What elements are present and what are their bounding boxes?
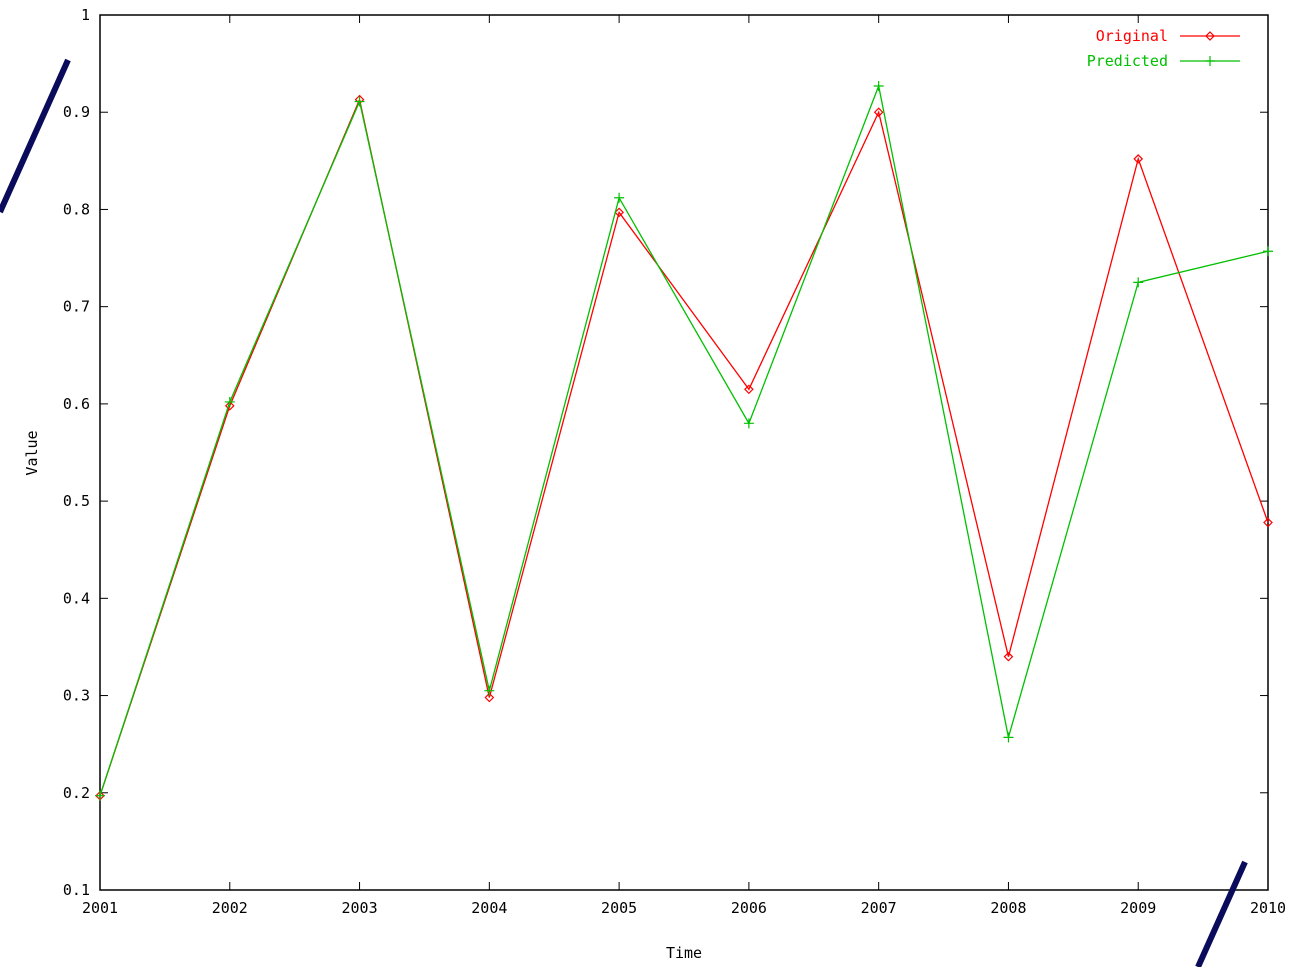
data-point-original (484, 692, 495, 703)
series-original (95, 94, 1273, 801)
data-point-original (614, 207, 624, 218)
legend-label-original: Original (1096, 27, 1168, 45)
x-axis-label: Time (666, 944, 702, 962)
x-tick-label: 2006 (731, 899, 767, 917)
x-tick-label: 2004 (471, 899, 507, 917)
x-tick-label: 2002 (212, 899, 248, 917)
x-tick-label: 2007 (861, 899, 897, 917)
x-axis: 2001 2002 2003 2004 2005 2006 2007 2008 2009 2010 (82, 15, 1286, 917)
decorative-stroke-bottom-right (1195, 860, 1248, 967)
series-layer (95, 80, 1273, 801)
data-point-original (873, 107, 884, 118)
data-point-predicted (743, 418, 754, 429)
y-tick-label: 0.5 (63, 492, 90, 510)
y-tick-label: 0.4 (63, 589, 90, 607)
data-point-predicted (614, 192, 625, 203)
series-line-original (99, 97, 1269, 796)
y-tick-label: 0.7 (63, 298, 90, 316)
data-point-predicted (224, 396, 235, 407)
data-point-predicted (1133, 277, 1144, 288)
y-tick-label: 0.1 (63, 881, 90, 899)
series-line-predicted (99, 83, 1269, 796)
data-point-original (1003, 651, 1014, 662)
decorative-stroke-top-left (0, 58, 71, 214)
series-predicted (95, 80, 1273, 801)
y-tick-label: 0.3 (63, 687, 90, 705)
data-point-predicted (354, 96, 365, 107)
data-point-original (1263, 517, 1273, 528)
x-tick-label: 2003 (341, 899, 377, 917)
data-point-original (1133, 154, 1144, 164)
legend: Original Predicted (1087, 27, 1240, 70)
data-point-predicted (95, 790, 105, 801)
y-axis: 0.1 0.2 0.3 0.4 0.5 0.6 0.7 0.8 0.9 1 (63, 6, 1268, 899)
y-tick-label: 0.8 (63, 200, 90, 218)
x-tick-label: 2005 (601, 899, 637, 917)
data-point-original (224, 400, 235, 411)
plot-frame (99, 14, 1269, 891)
x-tick-label: 2010 (1250, 899, 1286, 917)
x-tick-label: 2009 (1120, 899, 1156, 917)
legend-marker-predicted (1205, 56, 1215, 66)
y-tick-label: 0.2 (63, 784, 90, 802)
y-tick-label: 0.9 (63, 103, 90, 121)
y-axis-label: Value (23, 430, 41, 475)
x-tick-label: 2008 (990, 899, 1026, 917)
data-point-original (744, 384, 754, 395)
legend-label-predicted: Predicted (1087, 52, 1168, 70)
legend-marker-original (1205, 31, 1215, 41)
data-point-predicted (484, 685, 495, 696)
data-point-predicted (1263, 246, 1273, 257)
data-point-predicted (1003, 732, 1014, 743)
y-tick-label: 0.6 (63, 395, 90, 413)
x-tick-label: 2001 (82, 899, 118, 917)
data-point-predicted (873, 80, 884, 91)
y-tick-label: 1 (81, 6, 90, 24)
